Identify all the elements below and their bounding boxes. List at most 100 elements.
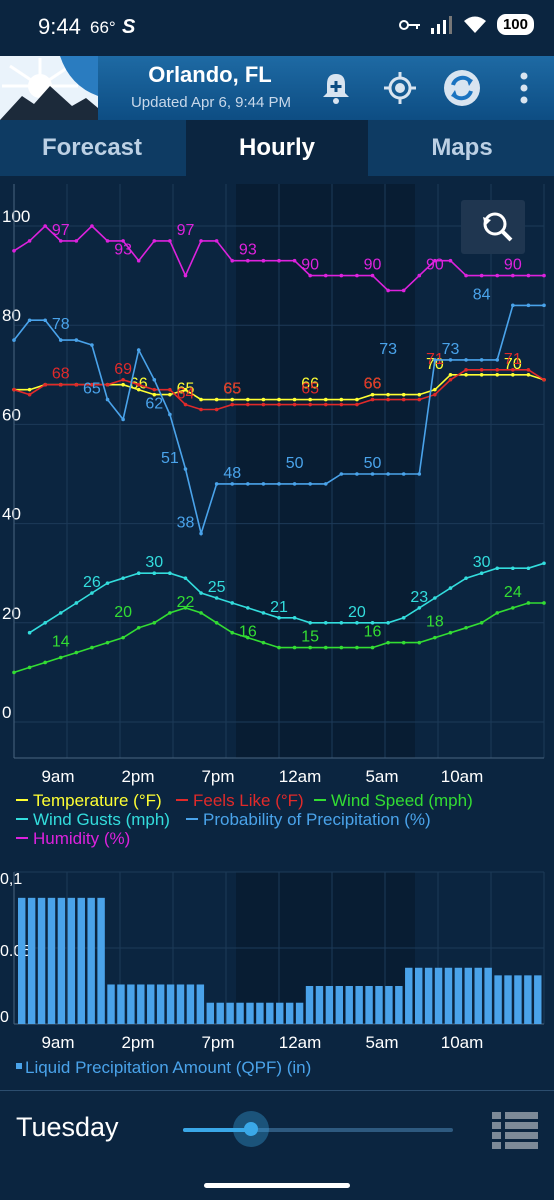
qpf-bar [335,986,344,1024]
qpf-bar [186,984,195,1024]
data-point [105,640,110,645]
qpf-bar [166,984,175,1024]
qpf-bar [454,967,463,1024]
data-point [277,645,281,650]
qpf-bar [444,967,453,1024]
y-tick-label: 0.05 [0,943,31,960]
data-point [526,273,531,278]
qpf-bar [97,897,105,1024]
divider [0,1090,554,1091]
data-label: 71 [504,351,522,368]
data-label: 23 [410,589,428,606]
data-point [292,397,297,402]
data-point [27,665,32,670]
data-point [339,397,344,402]
x-tick-label: 2pm [121,1033,154,1052]
data-point [526,566,531,571]
data-point [74,239,79,243]
data-label: 22 [177,594,195,611]
data-label: 14 [52,634,70,651]
data-label: 68 [52,366,70,383]
data-point [464,373,468,377]
tab-maps[interactable]: Maps [431,134,493,161]
x-tick-label: 2pm [121,767,154,786]
day-slider-handle[interactable] [233,1111,269,1147]
data-point [136,571,141,575]
data-point [355,621,359,625]
data-point [43,660,47,665]
data-point [246,482,250,486]
data-point [370,392,375,397]
data-point [495,373,500,377]
data-point [168,611,172,615]
data-point [27,239,32,243]
data-point [90,224,94,228]
qpf-chart[interactable]: 0 0.05 0,1 9am 2pm 7pm 12am 5am 10am Liquid Preci… [0,866,554,1086]
data-label: 90 [364,257,382,274]
data-point [370,621,375,625]
tab-forecast[interactable]: Forecast [41,134,143,161]
qpf-bar [87,897,95,1024]
data-point [90,343,94,347]
data-label: 84 [473,286,491,303]
hourly-chart[interactable]: 0204060801009am2pm7pm12am5am10am66656566… [0,180,554,860]
data-point [214,407,219,412]
status-icons: 100 [398,14,534,35]
data-point [199,397,203,402]
qpf-bar [27,897,36,1024]
day-slider-track[interactable] [183,1128,453,1132]
tab-hourly[interactable]: Hourly [186,120,368,176]
data-point [448,373,453,377]
data-point [261,482,266,486]
data-point [417,273,422,278]
zoom-reset-button[interactable] [461,200,525,254]
legend-entry: Liquid Precipitation Amount (QPF) (in) [25,1058,311,1077]
qpf-bar [216,1002,224,1024]
x-tick-label: 10am [441,767,484,786]
data-label: 50 [364,455,382,472]
data-point [183,273,188,278]
data-point [323,402,328,407]
data-point [355,397,359,402]
data-point [121,417,125,422]
data-point [152,387,157,392]
qpf-bar [325,986,334,1024]
legend-entry: Wind Speed (mph) [331,791,473,810]
data-point [277,258,281,263]
data-label: 51 [161,450,179,467]
data-point [121,239,125,243]
data-label: 69 [114,361,132,378]
qpf-bar [514,975,522,1024]
data-point [417,472,422,476]
data-point [230,482,235,486]
data-point [479,571,484,575]
data-point [542,561,546,566]
location-icon[interactable] [380,68,420,108]
data-point [183,606,188,610]
data-point [261,402,266,407]
data-point [448,586,453,590]
qpf-bar [464,967,473,1024]
data-point [511,606,515,610]
qpf-bar-chart: 0 0.05 0,1 9am 2pm 7pm 12am 5am 10am Liquid Preci… [0,871,545,1077]
data-point [542,273,546,278]
data-point [323,621,328,625]
data-label: 73 [379,341,397,358]
data-point [401,640,406,645]
overflow-menu-icon[interactable] [506,68,542,108]
data-point [277,482,281,486]
data-point [464,625,468,630]
legend-entry: Probability of Precipitation (%) [203,810,431,829]
list-view-icon[interactable] [492,1110,538,1150]
data-point [339,472,344,476]
data-label: 93 [114,242,132,259]
qpf-bar [127,984,135,1024]
add-alert-icon[interactable] [316,68,356,108]
data-point [417,392,422,397]
data-point [230,397,235,402]
data-point [12,670,16,675]
qpf-bar [77,897,85,1024]
home-indicator[interactable] [204,1183,350,1188]
refresh-icon[interactable] [442,68,482,108]
data-point [433,596,437,600]
